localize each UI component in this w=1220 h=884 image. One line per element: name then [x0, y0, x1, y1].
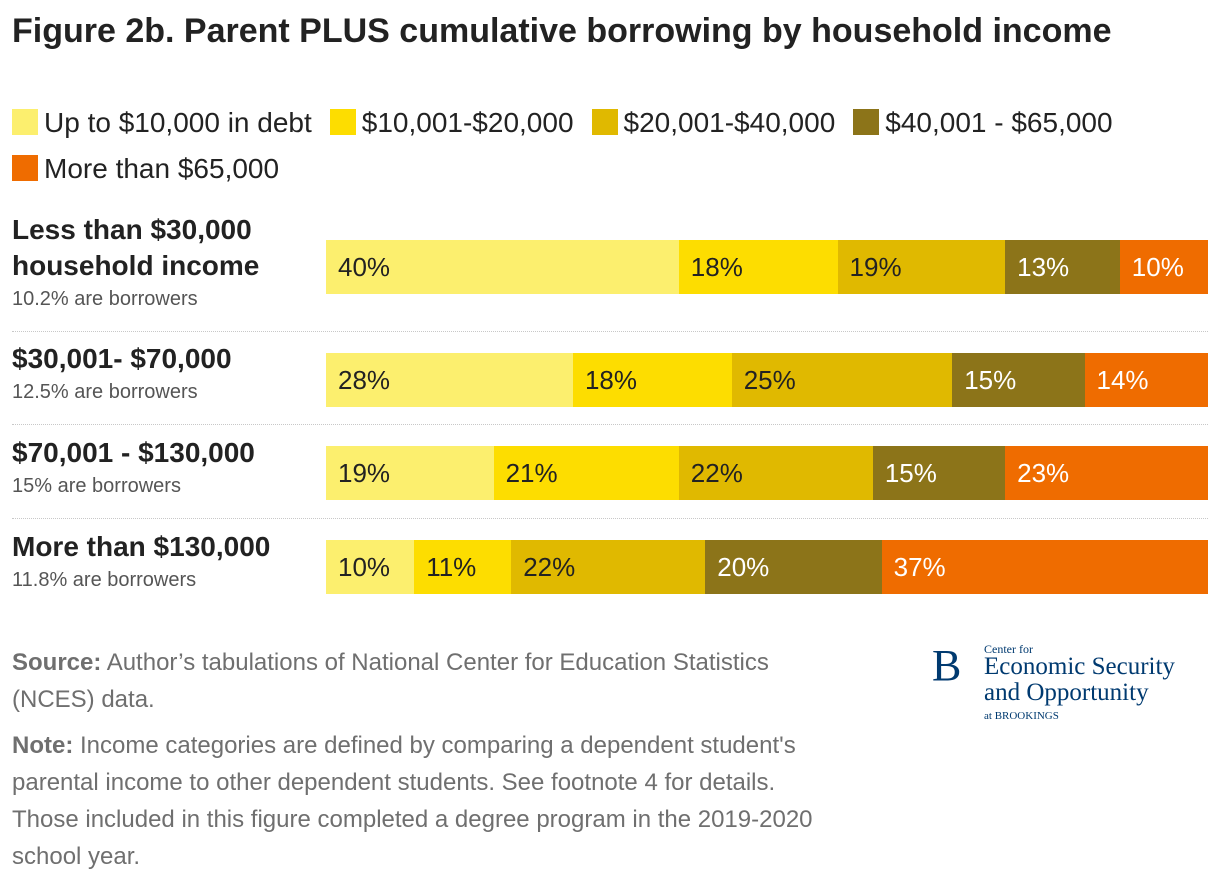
bar-segment-label: 19% [849, 251, 902, 282]
bar-segment: 19% [326, 446, 494, 500]
note-text: Income categories are defined by compari… [12, 732, 813, 870]
bar-segment: 22% [678, 446, 873, 500]
bar-segment: 11% [414, 540, 512, 594]
row-label: $30,001- $70,000 12.5% are borrowers [12, 341, 317, 405]
legend-label: $40,001 - $65,000 [885, 107, 1113, 138]
row-divider [12, 518, 1208, 519]
bar-segment: 19% [837, 240, 1006, 294]
row-borrower-share: 10.2% are borrowers [12, 288, 198, 310]
legend-item: Up to $10,000 in debt [12, 100, 312, 146]
row-borrower-share: 15% are borrowers [12, 475, 181, 497]
row-category: $70,001 - $130,000 [12, 437, 255, 468]
bar-segment: 25% [731, 353, 953, 407]
stacked-bar: 28% 18% 25% 15% 14% [326, 353, 1208, 407]
logo-mark: B [932, 641, 962, 690]
logo-small-text: Center for [984, 642, 1033, 656]
bar-segment: 23% [1005, 446, 1208, 500]
bar-segment: 18% [678, 240, 838, 294]
bar-segment: 15% [952, 353, 1085, 407]
bar-segment: 21% [493, 446, 679, 500]
legend-swatch [12, 155, 38, 181]
source-label: Source: [12, 649, 102, 676]
row-category: More than $130,000 [12, 531, 271, 562]
bar-segment-label: 37% [893, 551, 946, 582]
source-note: Source: Author’s tabulations of National… [12, 644, 842, 718]
bar-segment-label: 22% [690, 457, 743, 488]
source-text: Author’s tabulations of National Center … [12, 649, 769, 713]
row-label: Less than $30,000 household income 10.2% … [12, 212, 317, 312]
bar-segment-label: 25% [743, 364, 796, 395]
bar-segment: 15% [872, 446, 1006, 500]
legend-item: $10,001-$20,000 [329, 100, 574, 146]
legend-swatch [591, 109, 618, 135]
note-label: Note: [12, 732, 74, 759]
row-divider [12, 424, 1208, 425]
logo-tiny-text: at BROOKINGS [984, 710, 1059, 722]
bar-segment-label: 20% [717, 551, 770, 582]
bar-segment: 10% [326, 540, 415, 594]
bar-segment-label: 19% [338, 457, 391, 488]
legend-item: More than $65,000 [12, 146, 279, 192]
bar-segment: 40% [326, 240, 679, 294]
legend-label: $20,001-$40,000 [623, 107, 836, 138]
chart-title: Figure 2b. Parent PLUS cumulative borrow… [12, 12, 1112, 50]
bar-segment: 18% [572, 353, 732, 407]
row-category: $30,001- $70,000 [12, 343, 232, 374]
bar-segment-label: 40% [338, 251, 391, 282]
bar-segment-label: 15% [884, 457, 937, 488]
legend-swatch [12, 109, 38, 135]
bar-segment: 14% [1084, 353, 1208, 407]
legend-swatch [329, 109, 356, 135]
stacked-bar: 40% 18% 19% 13% 10% [326, 240, 1208, 294]
row-borrower-share: 11.8% are borrowers [12, 569, 197, 591]
row-label: More than $130,000 11.8% are borrowers [12, 529, 317, 593]
legend-label: Up to $10,000 in debt [44, 107, 312, 138]
bar-segment-label: 28% [338, 364, 391, 395]
bar-segment: 20% [705, 540, 882, 594]
bar-segment-label: 10% [1131, 251, 1184, 282]
bar-segment-label: 15% [964, 364, 1017, 395]
bar-segment-label: 10% [338, 551, 391, 582]
bar-segment: 28% [326, 353, 573, 407]
bar-segment-label: 14% [1096, 364, 1149, 395]
bar-segment-label: 13% [1017, 251, 1070, 282]
row-borrower-share: 12.5% are borrowers [12, 381, 198, 403]
legend-item: $40,001 - $65,000 [853, 100, 1113, 146]
legend-label: More than $65,000 [44, 153, 280, 184]
bar-segment-label: 22% [523, 551, 576, 582]
note: Note: Income categories are defined by c… [12, 727, 842, 875]
legend-swatch [853, 109, 880, 135]
bar-segment: 13% [1005, 240, 1120, 294]
bar-segment-label: 21% [505, 457, 558, 488]
bar-segment: 37% [881, 540, 1208, 594]
stacked-bar: 19% 21% 22% 15% 23% [326, 446, 1208, 500]
row-label: $70,001 - $130,000 15% are borrowers [12, 435, 317, 499]
bar-segment: 22% [511, 540, 706, 594]
bar-segment-label: 23% [1017, 457, 1070, 488]
legend-item: $20,001-$40,000 [591, 100, 836, 146]
row-category: Less than $30,000 household income [12, 214, 260, 281]
stacked-bar: 10% 11% 22% 20% 37% [326, 540, 1208, 594]
row-divider [12, 331, 1208, 332]
logo-title: Economic Security and Opportunity [984, 653, 1175, 706]
legend: Up to $10,000 in debt $10,001-$20,000 $20,… [12, 100, 1202, 192]
bar-segment: 10% [1119, 240, 1208, 294]
legend-label: $10,001-$20,000 [361, 107, 574, 138]
bar-segment-label: 18% [690, 251, 743, 282]
bar-segment-label: 11% [426, 551, 477, 582]
bar-segment-label: 18% [584, 364, 637, 395]
brookings-logo: B Center for Economic Security and Oppor… [932, 640, 1212, 730]
